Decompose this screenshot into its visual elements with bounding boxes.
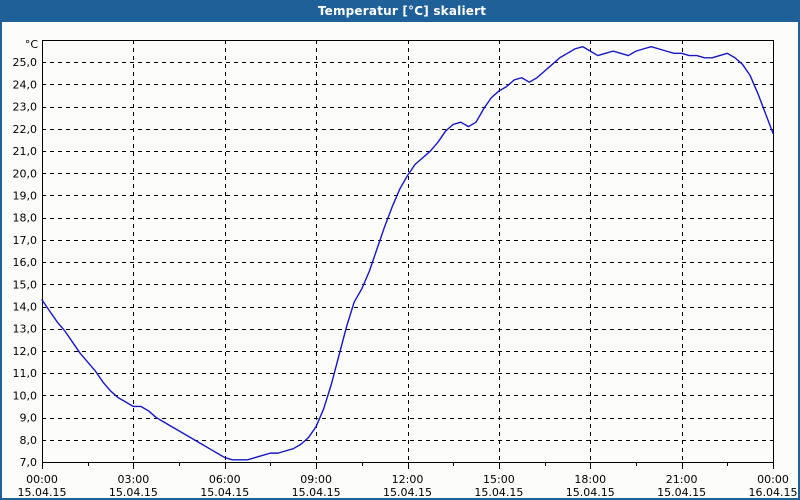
x-tick-time-label: 00:00 <box>757 473 789 486</box>
window-title: Temperatur [°C] skaliert <box>2 0 800 22</box>
x-tick-date-label: 15.04.15 <box>292 486 341 498</box>
x-tick-date-label: 15.04.15 <box>566 486 615 498</box>
y-tick-label: 18,0 <box>13 212 38 225</box>
x-tick-time-label: 09:00 <box>300 473 332 486</box>
y-tick-label: 24,0 <box>13 78 38 91</box>
y-tick-label: 14,0 <box>13 301 38 314</box>
x-tick-date-label: 15.04.15 <box>200 486 249 498</box>
vertical-gridlines <box>133 40 683 462</box>
x-tick-time-label: 03:00 <box>118 473 150 486</box>
x-tick-time-label: 15:00 <box>483 473 515 486</box>
x-tick-time-label: 06:00 <box>209 473 241 486</box>
y-tick-label: 19,0 <box>13 189 38 202</box>
x-tick-time-label: 00:00 <box>26 473 58 486</box>
y-tick-label: 12,0 <box>13 345 38 358</box>
x-tick-date-label: 16.04.15 <box>749 486 798 498</box>
x-tick-date-label: 15.04.15 <box>18 486 67 498</box>
temperature-chart: °C 25,0 24,0 23,0 22,0 21,0 20,0 19,0 18,0 17,0 1… <box>2 22 798 498</box>
y-tick-label: 13,0 <box>13 323 38 336</box>
x-axis-tick-labels: 00:0015.04.1503:0015.04.1506:0015.04.150… <box>18 473 798 498</box>
x-tick-date-label: 15.04.15 <box>383 486 432 498</box>
y-tick-label: 25,0 <box>13 56 38 69</box>
y-tick-label: 9,0 <box>20 412 38 425</box>
y-axis-unit-label: °C <box>25 38 39 51</box>
x-tick-time-label: 21:00 <box>666 473 698 486</box>
x-tick-date-label: 15.04.15 <box>109 486 158 498</box>
y-tick-label: 8,0 <box>20 434 38 447</box>
y-tick-label: 11,0 <box>13 367 38 380</box>
y-tick-label: 17,0 <box>13 234 38 247</box>
temperature-series-line <box>41 45 774 461</box>
y-tick-label: 15,0 <box>13 278 38 291</box>
x-tick-date-label: 15.04.15 <box>474 486 523 498</box>
x-tick-time-label: 12:00 <box>392 473 424 486</box>
y-tick-label: 21,0 <box>13 145 38 158</box>
y-tick-label: 10,0 <box>13 389 38 402</box>
x-axis-ticks <box>42 462 774 469</box>
y-tick-label: 22,0 <box>13 123 38 136</box>
y-tick-label: 16,0 <box>13 256 38 269</box>
y-tick-label: 23,0 <box>13 101 38 114</box>
axis-frame <box>41 39 775 464</box>
chart-svg: °C 25,0 24,0 23,0 22,0 21,0 20,0 19,0 18,0 17,0 1… <box>2 22 798 498</box>
x-tick-date-label: 15.04.15 <box>657 486 706 498</box>
y-axis-tick-labels: 25,0 24,0 23,0 22,0 21,0 20,0 19,0 18,0 17,0 16,0… <box>13 56 38 469</box>
y-tick-label: 7,0 <box>20 456 38 469</box>
x-tick-time-label: 18:00 <box>574 473 606 486</box>
chart-background <box>2 22 798 498</box>
y-tick-label: 20,0 <box>13 167 38 180</box>
